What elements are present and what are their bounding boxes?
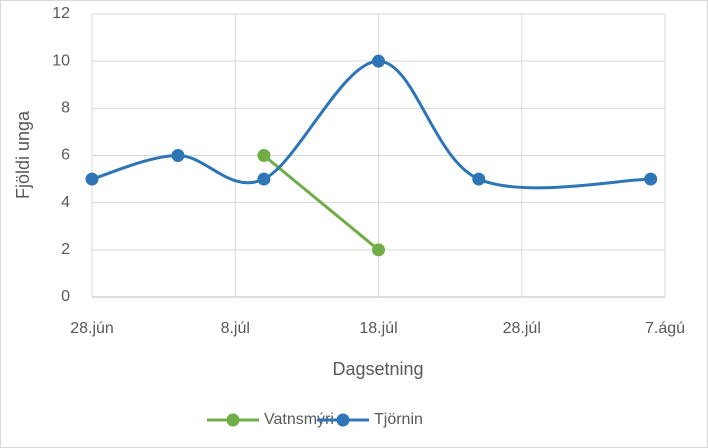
data-point <box>372 243 385 257</box>
legend-label: Tjörnin <box>374 411 423 428</box>
data-point <box>171 149 185 162</box>
x-tick-label: 7.ágú <box>645 320 685 337</box>
y-tick-label: 8 <box>61 100 70 117</box>
y-tick-label: 10 <box>52 52 70 69</box>
data-point <box>644 172 658 186</box>
y-tick-label: 4 <box>61 194 70 211</box>
y-tick-label: 2 <box>61 241 70 258</box>
x-tick-label: 28.jún <box>70 320 114 337</box>
legend-label: Vatnsmýri <box>264 411 334 428</box>
data-point <box>257 149 271 162</box>
legend-marker <box>336 413 350 427</box>
y-tick-label: 6 <box>61 147 70 164</box>
y-axis-title: Fjöldi unga <box>13 110 33 199</box>
data-point <box>472 172 486 186</box>
x-tick-label: 8.júl <box>221 320 250 337</box>
x-tick-label: 18.júl <box>359 320 397 337</box>
legend-marker <box>226 413 240 427</box>
y-tick-label: 0 <box>61 288 70 305</box>
data-point <box>257 172 271 186</box>
y-tick-label: 12 <box>52 5 70 22</box>
data-point <box>85 172 99 186</box>
x-tick-label: 28.júl <box>503 320 541 337</box>
series-line <box>262 154 380 251</box>
x-axis-title: Dagsetning <box>332 359 423 379</box>
data-point <box>372 54 385 68</box>
